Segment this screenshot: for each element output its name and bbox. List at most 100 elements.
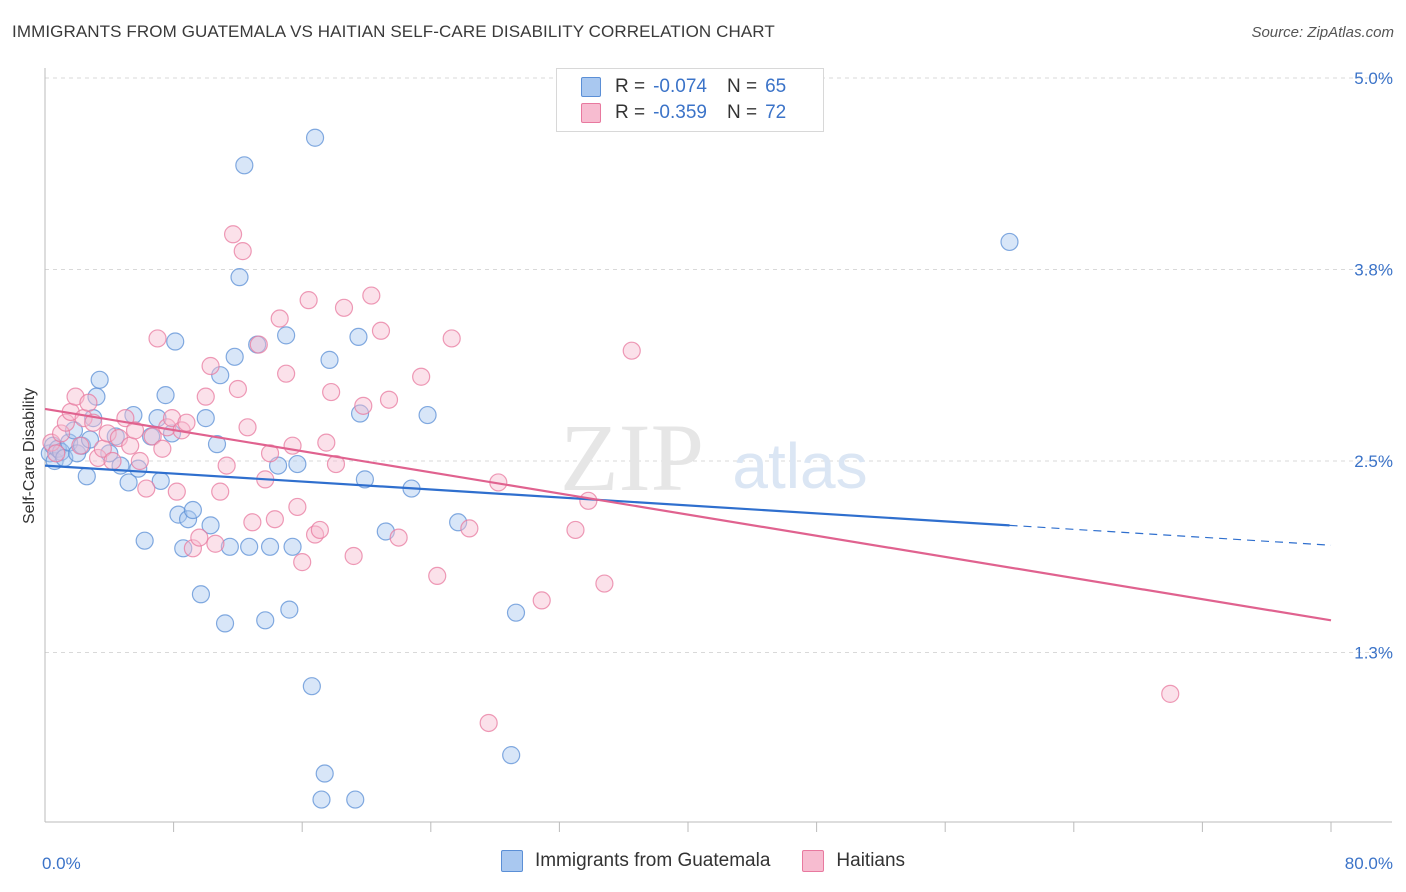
legend-label-guatemala: Immigrants from Guatemala — [534, 850, 771, 871]
guatemala-swatch — [581, 77, 601, 97]
legend-n-label: N = — [726, 76, 758, 97]
guatemala-point — [256, 611, 275, 630]
y-tick-label: 1.3% — [1354, 644, 1393, 663]
haitian-point — [354, 396, 373, 415]
guatemala-trend-extension — [1009, 524, 1332, 546]
haitian-point — [322, 382, 341, 402]
guatemala-point — [502, 746, 521, 765]
legend-item-guatemala[interactable]: Immigrants from Guatemala — [500, 850, 771, 872]
guatemala-point — [240, 537, 259, 556]
guatemala-point — [129, 459, 148, 478]
haitian-point — [344, 546, 363, 566]
legend-item-haitians[interactable]: Haitians — [802, 850, 905, 872]
legend-label-haitians: Haitians — [836, 850, 906, 871]
y-axis-label: Self-Care Disability — [21, 388, 38, 524]
haitian-point — [196, 387, 215, 406]
guatemala-point — [220, 537, 239, 556]
haitian-point — [201, 356, 220, 376]
haitian-point — [243, 513, 262, 532]
haitian-point — [79, 393, 98, 412]
haitian-point — [71, 436, 90, 455]
guatemala-point — [201, 516, 220, 535]
guatemala-point — [156, 386, 175, 405]
guatemala-point — [1000, 232, 1019, 252]
haitian-point — [460, 519, 479, 538]
source-label: Source: ZipAtlas.com — [1251, 24, 1394, 41]
watermark-atlas: atlas — [732, 430, 867, 502]
points-layer — [40, 128, 1180, 809]
haitian-point — [190, 528, 209, 547]
guatemala-point — [277, 326, 296, 345]
haitian-point — [42, 433, 61, 452]
guatemala-point — [355, 470, 374, 489]
haitian-point — [223, 225, 243, 244]
haitian-swatch — [581, 103, 601, 123]
haitian-point — [137, 479, 156, 498]
watermark: ZIP atlas — [560, 404, 868, 511]
haitian-point — [579, 491, 598, 510]
guatemala-point — [280, 600, 299, 619]
guatemala-point — [349, 327, 368, 347]
haitian-point — [595, 574, 614, 593]
guatemala-point — [174, 539, 193, 558]
guatemala-point — [320, 350, 339, 369]
guatemala-point — [178, 510, 198, 529]
haitian-point — [233, 242, 252, 261]
guatemala-point — [315, 764, 334, 783]
haitian-point — [317, 433, 336, 452]
haitian-point — [293, 553, 312, 572]
haitian-point — [566, 520, 585, 540]
y-tick-label: 5.0% — [1354, 69, 1393, 88]
haitian-point — [206, 534, 225, 553]
trend-layer — [44, 407, 1332, 622]
haitian-point — [228, 379, 247, 399]
haitian-point — [622, 341, 641, 360]
haitian-point — [51, 424, 71, 443]
legend-r-value: -0.074 — [653, 76, 707, 97]
haitian-point — [479, 713, 498, 733]
haitian-point — [334, 298, 354, 317]
haitian-point — [310, 520, 329, 540]
guatemala-point — [260, 537, 280, 556]
haitian-point — [121, 436, 140, 455]
haitian-point — [125, 421, 145, 440]
x-tick-label: 80.0% — [1345, 854, 1393, 873]
correlation-legend: R = -0.074 N = 65 R = -0.359 N = 72 — [556, 68, 824, 132]
axis-layer — [44, 68, 1392, 832]
guatemala-point — [166, 332, 185, 351]
guatemala-point — [207, 435, 227, 454]
legend-n-value: 65 — [765, 76, 787, 97]
haitian-point — [148, 329, 167, 348]
haitian-point — [103, 451, 122, 471]
series-legend: Immigrants from Guatemala Haitians — [0, 850, 1406, 872]
guatemala-point — [506, 603, 526, 622]
guatemala-point — [235, 156, 254, 175]
haitian-point — [238, 418, 257, 437]
guatemala-point — [169, 505, 188, 524]
guatemala-point — [305, 128, 325, 147]
haitian-trend-line — [44, 407, 1332, 622]
haitian-point — [162, 409, 182, 428]
guatemala-point — [283, 537, 302, 556]
legend-r-value: -0.359 — [653, 102, 707, 123]
haitian-point — [412, 367, 431, 386]
y-tick-label: 3.8% — [1354, 261, 1393, 280]
guatemala-point — [230, 268, 249, 287]
haitian-point — [153, 439, 172, 458]
guatemala-point — [346, 790, 365, 809]
haitian-point — [1161, 684, 1180, 703]
guatemala-point — [225, 347, 244, 366]
haitian-point — [183, 539, 202, 558]
haitian-point — [389, 528, 408, 547]
guatemala-point — [77, 467, 96, 486]
guatemala-point — [183, 500, 202, 520]
haitian-point — [249, 335, 268, 354]
legend-r-label: R = — [615, 102, 646, 123]
haitian-point — [270, 309, 289, 328]
guatemala-point — [288, 454, 307, 474]
haitian-point — [371, 321, 391, 340]
haitian-point — [167, 482, 186, 501]
guatemala-point — [196, 409, 215, 428]
guatemala-point — [302, 677, 321, 696]
